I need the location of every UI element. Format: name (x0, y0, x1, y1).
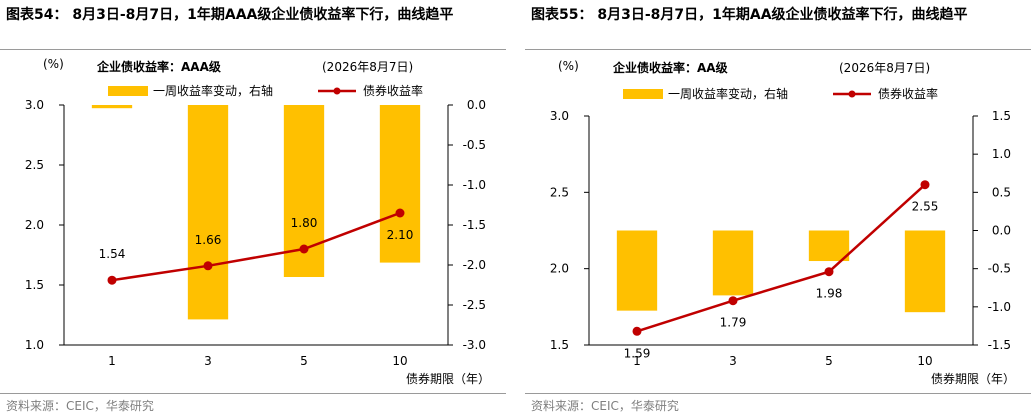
right-tick-label: -1.0 (463, 178, 486, 192)
data-label: 1.66 (195, 233, 222, 247)
legend-bar-label: 一周收益率变动，右轴 (153, 83, 273, 98)
chart-title: 企业债收益率：AA级 (612, 60, 728, 75)
data-label: 1.79 (720, 316, 747, 330)
figure-title: 图表55： 8月3日-8月7日，1年期AA级企业债收益率下行，曲线趋平 (531, 7, 968, 23)
y-axis-unit: (%) (43, 57, 64, 71)
data-label: 1.54 (99, 247, 126, 261)
line-point (632, 326, 642, 336)
bar (808, 230, 850, 262)
chart-title: 企业债收益率：AAA级 (96, 59, 221, 74)
chart-panel-aa: 图表55： 8月3日-8月7日，1年期AA级企业债收益率下行，曲线趋平 (%) 企… (525, 0, 1031, 417)
line-point (107, 275, 117, 285)
data-label: 2.10 (387, 228, 414, 242)
legend-line-label: 债券收益率 (363, 83, 423, 98)
x-axis-label: 债券期限（年） (406, 371, 490, 386)
right-tick-label: -3.0 (463, 338, 486, 352)
chart-aaa: (%) 企业债收益率：AAA级 (2026年8月7日) 一周收益率变动，右轴 债券收益率… (25, 57, 490, 386)
left-tick-label: 2.0 (550, 262, 569, 276)
bar (379, 105, 421, 263)
date-note: (2026年8月7日) (322, 60, 413, 74)
figure-title: 图表54： 8月3日-8月7日，1年期AAA级企业债收益率下行，曲线趋平 (6, 7, 454, 23)
right-tick-label: -1.5 (988, 338, 1011, 352)
left-tick-label: 2.5 (550, 185, 569, 199)
legend-line-label: 债券收益率 (878, 86, 938, 101)
chart-aa: (%) 企业债收益率：AA级 (2026年8月7日) 一周收益率变动，右轴 债券收益率 1… (550, 59, 1015, 386)
right-tick-label: -1.0 (988, 300, 1011, 314)
left-tick-label: 3.0 (550, 109, 569, 123)
right-tick-label: 0.0 (467, 98, 486, 112)
y-axis-unit: (%) (558, 59, 579, 73)
x-tick-label: 10 (392, 354, 407, 368)
x-axis-label: 债券期限（年） (931, 371, 1015, 386)
legend-bar-label: 一周收益率变动，右轴 (668, 86, 788, 101)
top-rule (0, 49, 506, 50)
right-tick-label: -2.5 (463, 298, 486, 312)
x-tick-label: 10 (917, 354, 932, 368)
legend-bar-swatch (623, 89, 663, 99)
line-point (920, 180, 930, 190)
right-tick-label: 0.5 (992, 185, 1011, 199)
line-point (299, 244, 309, 254)
line-point (203, 261, 213, 271)
bar (187, 105, 229, 320)
legend-line-marker (848, 90, 856, 98)
bar (91, 105, 133, 109)
line-point (395, 208, 405, 218)
bar (904, 230, 946, 313)
source-note: 资料来源：CEIC，华泰研究 (531, 399, 679, 413)
bar (712, 230, 754, 296)
left-tick-label: 3.0 (25, 98, 44, 112)
data-label: 1.59 (624, 346, 651, 360)
date-note: (2026年8月7日) (839, 61, 930, 75)
source-note: 资料来源：CEIC，华泰研究 (6, 399, 154, 413)
left-tick-label: 1.5 (550, 338, 569, 352)
data-label: 1.80 (291, 216, 318, 230)
x-tick-label: 5 (825, 354, 833, 368)
line-point (728, 296, 738, 306)
right-tick-label: -2.0 (463, 258, 486, 272)
right-tick-label: -0.5 (463, 138, 486, 152)
legend-bar-swatch (108, 86, 148, 96)
bottom-rule (525, 393, 1031, 394)
right-tick-label: -1.5 (463, 218, 486, 232)
x-tick-label: 1 (108, 354, 116, 368)
left-tick-label: 2.0 (25, 218, 44, 232)
right-tick-label: 1.5 (992, 109, 1011, 123)
right-tick-label: -0.5 (988, 262, 1011, 276)
left-tick-label: 1.5 (25, 278, 44, 292)
top-rule (525, 49, 1031, 50)
x-tick-label: 1 (633, 354, 641, 368)
line-point (824, 267, 834, 277)
data-label: 2.55 (912, 200, 939, 214)
right-tick-label: 1.0 (992, 147, 1011, 161)
x-tick-label: 5 (300, 354, 308, 368)
yield-line (636, 183, 926, 333)
data-label: 1.98 (816, 287, 843, 301)
yield-line (111, 211, 401, 282)
chart-panel-aaa: 图表54： 8月3日-8月7日，1年期AAA级企业债收益率下行，曲线趋平 (%)… (0, 0, 506, 417)
left-tick-label: 2.5 (25, 158, 44, 172)
x-tick-label: 3 (204, 354, 212, 368)
x-tick-label: 3 (729, 354, 737, 368)
legend-line-marker (333, 87, 341, 95)
left-tick-label: 1.0 (25, 338, 44, 352)
right-tick-label: 0.0 (992, 224, 1011, 238)
bottom-rule (0, 393, 506, 394)
bar (616, 230, 658, 311)
